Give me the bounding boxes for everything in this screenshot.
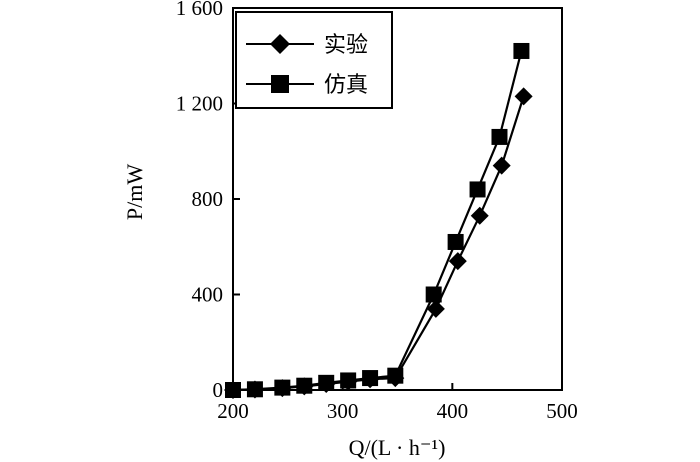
point-1-11 (491, 128, 508, 145)
series-1 (225, 42, 530, 398)
y-tick-label-400: 400 (192, 283, 224, 307)
point-0-8 (426, 299, 445, 318)
y-tick-label-0: 0 (213, 378, 224, 402)
x-tick-label-400: 400 (437, 399, 469, 423)
legend: 实验 仿真 (235, 11, 393, 109)
point-1-1 (246, 381, 263, 398)
legend-marker-1 (271, 75, 289, 93)
series-layer (224, 42, 533, 399)
x-axis-label: Q/(L · h⁻¹) (349, 435, 446, 460)
point-1-3 (296, 377, 313, 394)
legend-label-1: 仿真 (324, 73, 368, 98)
x-tick-label-300: 300 (327, 399, 359, 423)
legend-label-0: 实验 (324, 33, 368, 58)
point-0-12 (514, 87, 533, 106)
point-1-2 (274, 379, 291, 396)
point-1-7 (387, 367, 404, 384)
x-tick-label-200: 200 (217, 399, 249, 423)
point-1-10 (469, 181, 486, 198)
series-line-0 (232, 96, 525, 392)
point-1-0 (225, 382, 241, 398)
point-1-9 (447, 233, 464, 250)
legend-marker-0 (270, 34, 290, 54)
x-tick-label-500: 500 (546, 399, 578, 423)
y-tick-label-1200: 1 200 (176, 92, 223, 116)
point-0-9 (448, 252, 467, 271)
y-axis-label: P/mW (122, 164, 147, 220)
series-0 (224, 87, 533, 399)
point-0-11 (492, 156, 511, 175)
point-1-8 (425, 286, 442, 303)
point-1-5 (340, 372, 357, 389)
y-tick-label-1600: 1 600 (176, 0, 223, 20)
legend-box (235, 11, 393, 109)
y-tick-label-800: 800 (192, 187, 224, 211)
point-1-6 (362, 370, 379, 387)
point-1-12 (513, 42, 530, 59)
axes: 200 300 400 500 0 400 800 1 200 1 600 (176, 0, 578, 423)
point-1-4 (318, 374, 335, 391)
point-0-10 (470, 206, 489, 225)
